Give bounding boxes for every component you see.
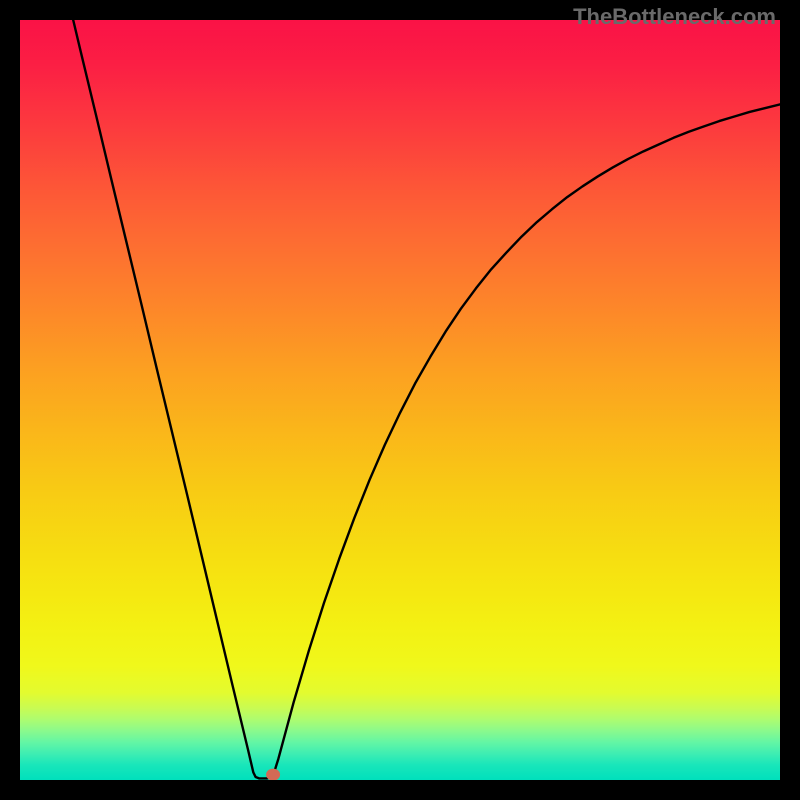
watermark-text: TheBottleneck.com [573,4,776,30]
bottleneck-curve [73,20,780,778]
minimum-marker [266,769,280,780]
chart-curve-layer [20,20,780,780]
chart-plot-area [20,20,780,780]
